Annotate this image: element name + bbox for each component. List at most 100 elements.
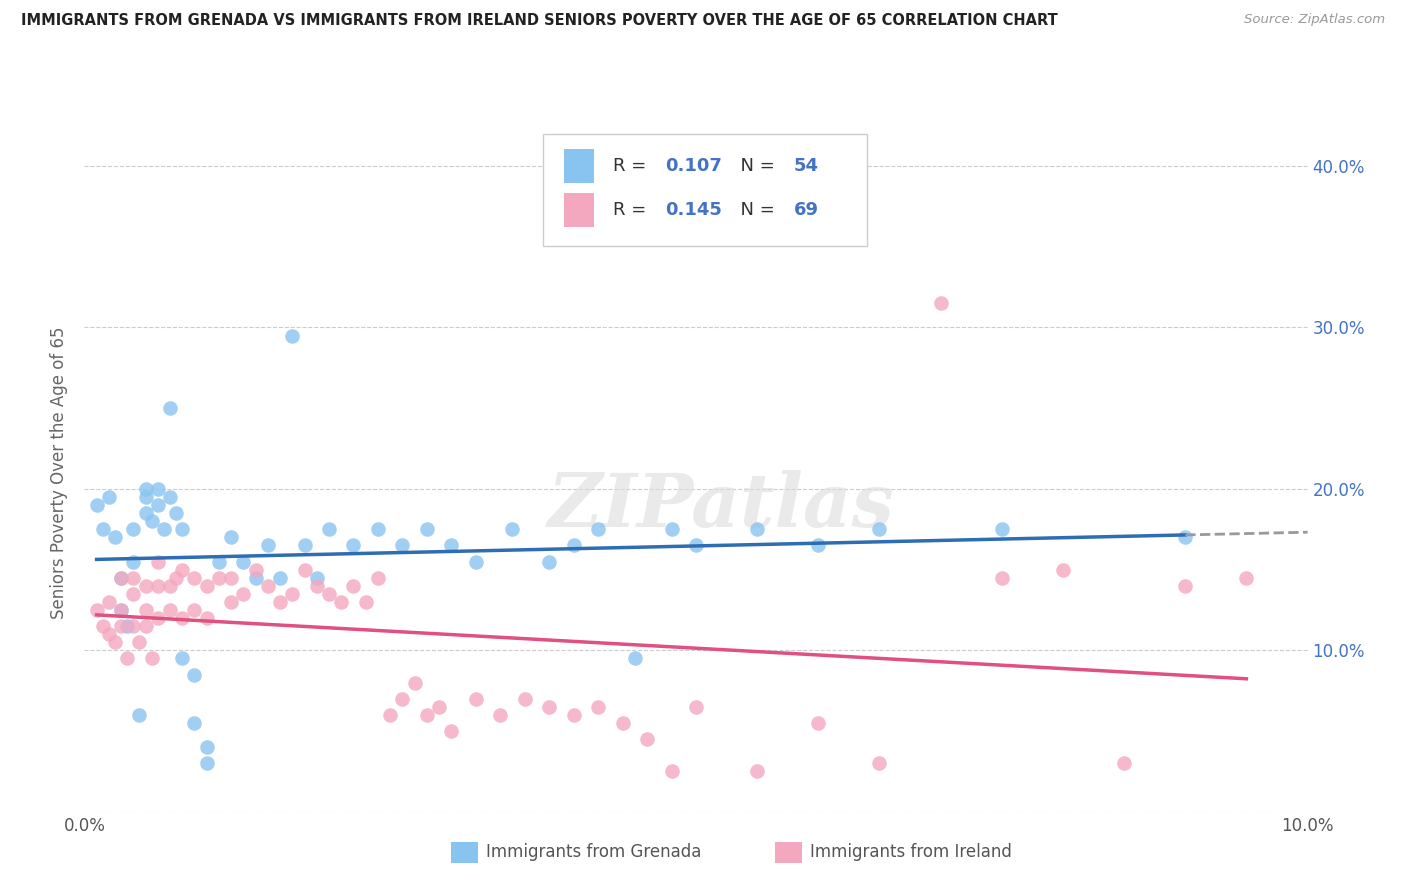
- Point: [380, 707, 402, 722]
- Point: [141, 514, 163, 528]
- Text: R =: R =: [613, 157, 652, 175]
- Point: [97, 627, 120, 641]
- Point: [110, 603, 132, 617]
- Point: [636, 732, 658, 747]
- Point: [115, 651, 138, 665]
- Point: [122, 587, 145, 601]
- Point: [122, 619, 145, 633]
- Point: [1174, 579, 1197, 593]
- Text: 54: 54: [794, 157, 818, 175]
- Point: [135, 482, 157, 496]
- FancyBboxPatch shape: [776, 841, 803, 863]
- Point: [257, 579, 280, 593]
- Point: [146, 498, 169, 512]
- Point: [195, 740, 218, 755]
- Point: [513, 691, 536, 706]
- FancyBboxPatch shape: [543, 134, 868, 245]
- Point: [146, 579, 169, 593]
- Point: [110, 571, 132, 585]
- Point: [110, 603, 132, 617]
- Point: [391, 691, 413, 706]
- Point: [416, 522, 439, 536]
- Point: [86, 498, 108, 512]
- Point: [991, 571, 1014, 585]
- Point: [257, 538, 280, 552]
- Point: [342, 538, 364, 552]
- Point: [869, 522, 891, 536]
- Point: [294, 563, 316, 577]
- Point: [141, 651, 163, 665]
- Point: [661, 764, 683, 779]
- Point: [807, 715, 830, 730]
- Point: [135, 619, 157, 633]
- Point: [183, 603, 205, 617]
- Point: [208, 555, 231, 569]
- Point: [269, 595, 291, 609]
- FancyBboxPatch shape: [451, 841, 478, 863]
- Point: [586, 699, 609, 714]
- Point: [489, 707, 512, 722]
- Text: N =: N =: [728, 157, 780, 175]
- Point: [135, 603, 157, 617]
- Point: [416, 707, 439, 722]
- Text: Immigrants from Grenada: Immigrants from Grenada: [485, 844, 702, 862]
- Point: [464, 691, 486, 706]
- Point: [104, 635, 127, 649]
- Point: [159, 603, 181, 617]
- Y-axis label: Seniors Poverty Over the Age of 65: Seniors Poverty Over the Age of 65: [51, 326, 69, 619]
- Point: [183, 571, 205, 585]
- Point: [208, 571, 231, 585]
- Point: [991, 522, 1014, 536]
- Text: N =: N =: [728, 202, 780, 219]
- Point: [685, 538, 707, 552]
- Point: [281, 328, 304, 343]
- Point: [1114, 756, 1136, 771]
- Point: [747, 522, 769, 536]
- Point: [128, 635, 150, 649]
- Point: [342, 579, 364, 593]
- Point: [135, 579, 157, 593]
- Point: [172, 651, 194, 665]
- Point: [464, 555, 486, 569]
- Point: [367, 522, 389, 536]
- Point: [367, 571, 389, 585]
- Point: [427, 699, 450, 714]
- Point: [86, 603, 108, 617]
- Point: [219, 571, 242, 585]
- Point: [146, 555, 169, 569]
- Point: [807, 538, 830, 552]
- Text: Immigrants from Ireland: Immigrants from Ireland: [810, 844, 1011, 862]
- Point: [245, 563, 267, 577]
- Point: [330, 595, 353, 609]
- Point: [110, 571, 132, 585]
- Point: [104, 530, 127, 544]
- Point: [624, 651, 647, 665]
- Point: [305, 579, 328, 593]
- Point: [91, 619, 114, 633]
- Point: [219, 530, 242, 544]
- Point: [146, 482, 169, 496]
- Point: [122, 571, 145, 585]
- Point: [305, 571, 328, 585]
- Text: 69: 69: [794, 202, 818, 219]
- Point: [269, 571, 291, 585]
- Point: [538, 699, 561, 714]
- Point: [135, 506, 157, 520]
- Point: [97, 595, 120, 609]
- Point: [391, 538, 413, 552]
- Text: Source: ZipAtlas.com: Source: ZipAtlas.com: [1244, 13, 1385, 27]
- Point: [153, 522, 176, 536]
- Point: [869, 756, 891, 771]
- Point: [146, 611, 169, 625]
- Point: [929, 296, 952, 310]
- Point: [440, 724, 463, 739]
- Point: [195, 611, 218, 625]
- Point: [404, 675, 426, 690]
- FancyBboxPatch shape: [564, 194, 595, 227]
- Text: IMMIGRANTS FROM GRENADA VS IMMIGRANTS FROM IRELAND SENIORS POVERTY OVER THE AGE : IMMIGRANTS FROM GRENADA VS IMMIGRANTS FR…: [21, 13, 1057, 29]
- Point: [612, 715, 634, 730]
- Point: [232, 555, 254, 569]
- Point: [135, 490, 157, 504]
- Text: ZIPatlas: ZIPatlas: [547, 470, 894, 543]
- Point: [165, 506, 187, 520]
